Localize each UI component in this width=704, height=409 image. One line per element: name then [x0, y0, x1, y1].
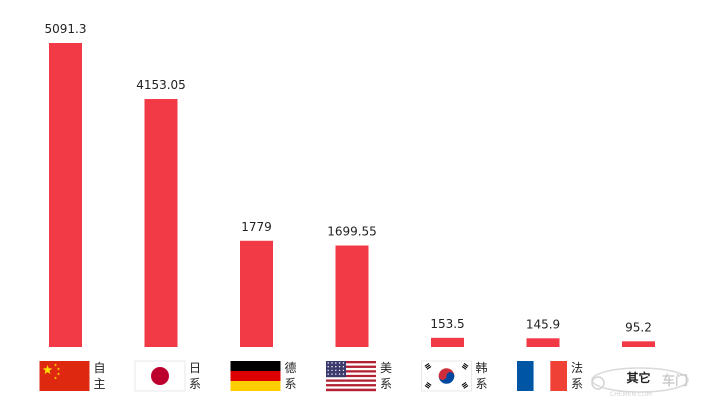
watermark: 车门 CHEMEN.COM: [591, 367, 689, 398]
category-label-0: 自主: [94, 361, 106, 391]
bar-6: [622, 341, 655, 347]
china-flag: [39, 361, 90, 391]
value-labels-layer: 5091.3 4153.05 1779 1699.55 153.5 145.9 95.2: [45, 22, 652, 334]
usa-flag: [326, 361, 376, 392]
category-label-4: 韩系: [476, 360, 488, 391]
category-label-6: 其它: [627, 370, 651, 385]
value-label-1: 4153.05: [136, 78, 186, 92]
value-label-4: 153.5: [430, 317, 464, 331]
bars-layer: [49, 43, 655, 347]
category-label-3: 美系: [380, 361, 392, 391]
bar-1: [144, 99, 178, 347]
category-label-2: 德系: [285, 360, 297, 391]
france-flag: [517, 361, 567, 391]
value-label-5: 145.9: [526, 317, 560, 331]
watermark-subtext: CHEMEN.COM: [610, 391, 652, 398]
watermark-text: 车门: [662, 373, 688, 389]
bar-5: [526, 338, 560, 347]
value-label-2: 1779: [241, 220, 272, 234]
category-label-1: 日系: [189, 361, 201, 391]
bar-4: [431, 337, 464, 347]
category-label-5: 法系: [571, 361, 583, 391]
bar-2: [240, 240, 273, 347]
korea-flag: [421, 360, 472, 392]
value-label-0: 5091.3: [45, 22, 87, 36]
japan-flag: [134, 360, 186, 392]
germany-flag: [230, 361, 281, 391]
value-label-6: 95.2: [625, 320, 652, 334]
bar-3: [335, 245, 369, 347]
category-labels-layer: 自主 日系 德系 美系 韩系 法系 其它: [94, 360, 651, 391]
flags-layer: [39, 360, 567, 392]
value-label-3: 1699.55: [327, 225, 377, 239]
bar-0: [49, 43, 82, 347]
